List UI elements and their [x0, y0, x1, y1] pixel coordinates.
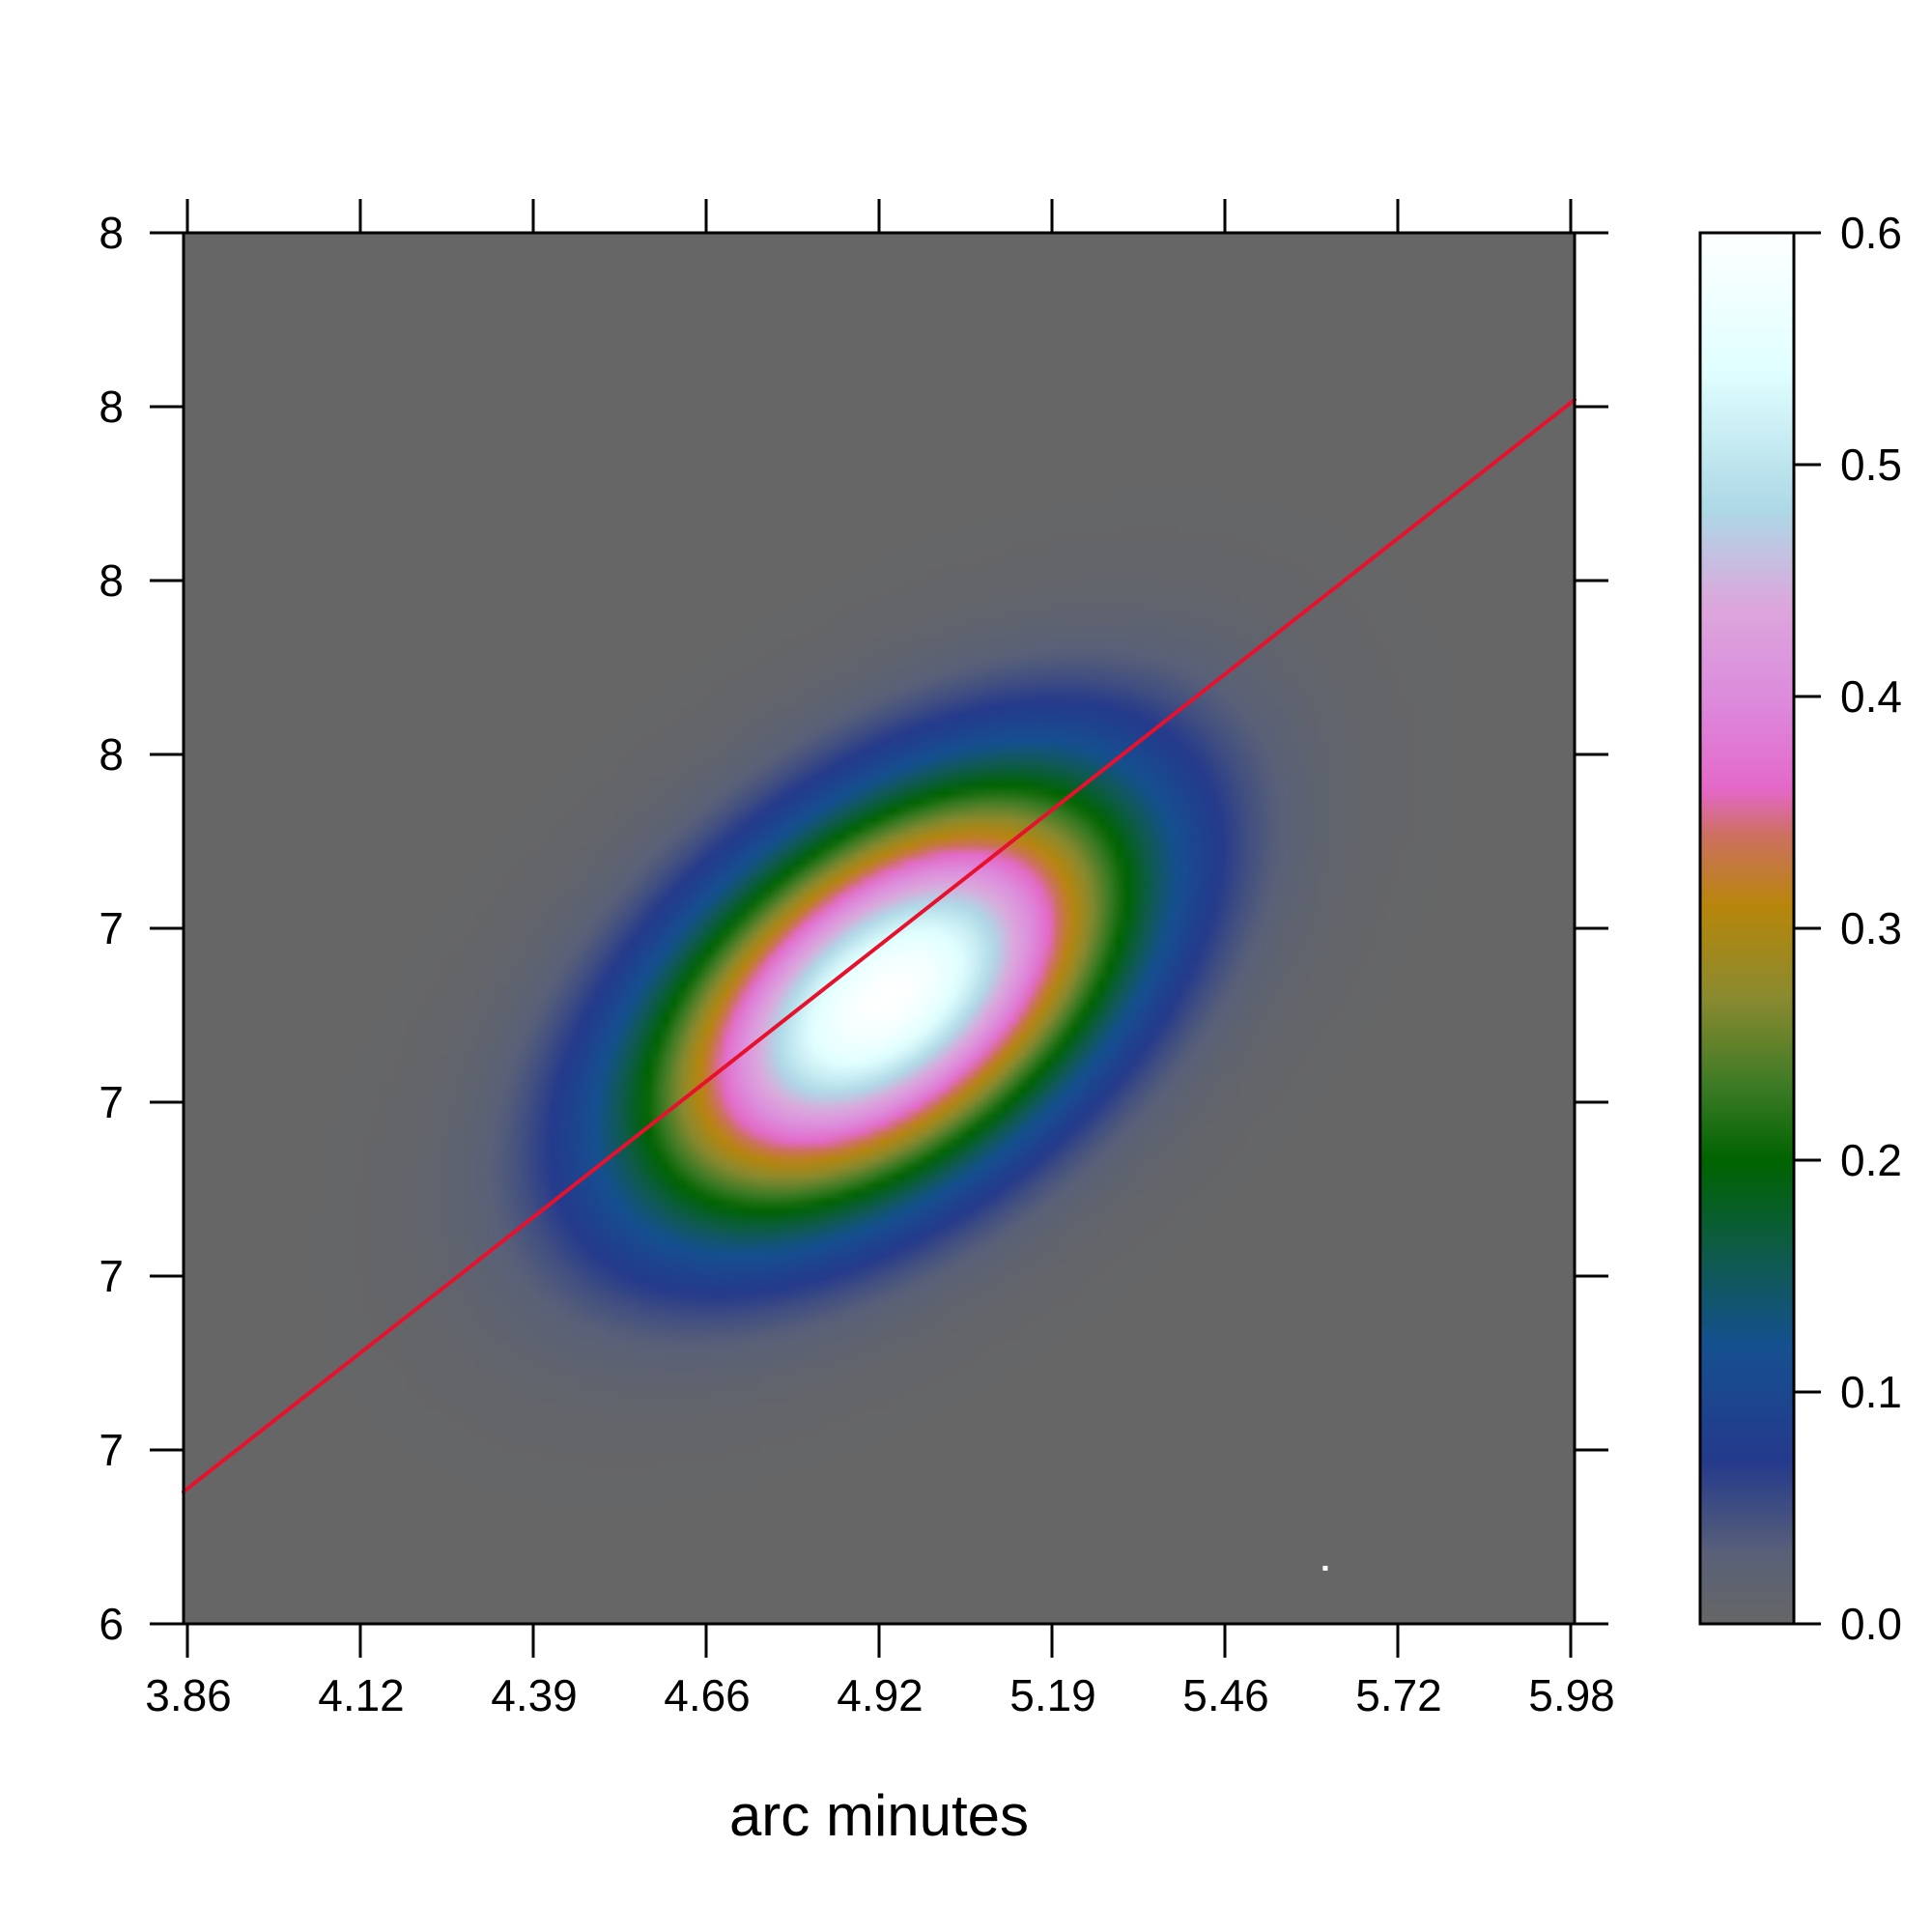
heatmap	[184, 233, 1575, 1624]
colorbar-tick-label: 0.5	[1840, 440, 1902, 490]
y-tick-label: 7	[99, 1251, 124, 1301]
y-tick-label: 8	[99, 729, 124, 780]
y-axis: 6 7 7 7 7 8 8 8 8	[99, 208, 1608, 1649]
heatmap-image	[184, 233, 1575, 1624]
colorbar-tick-label: 0.6	[1840, 208, 1902, 258]
x-axis: 3.86 4.12 4.39 4.66 4.92 5.19 5.46 5.72 5.98	[145, 199, 1615, 1720]
x-tick-label: 4.39	[491, 1670, 578, 1720]
y-tick-label: 7	[99, 1077, 124, 1127]
colorbar-tick-label: 0.1	[1840, 1367, 1902, 1417]
x-tick-label: 4.92	[837, 1670, 923, 1720]
x-tick-label: 5.46	[1182, 1670, 1269, 1720]
colorbar-tick-label: 0.2	[1840, 1135, 1902, 1185]
colorbar-ticks: 0.0 0.1 0.2 0.3 0.4 0.5 0.6	[1794, 208, 1902, 1649]
marker-dot	[1322, 1565, 1328, 1571]
colorbar: 0.0 0.1 0.2 0.3 0.4 0.5 0.6	[1698, 208, 1902, 1649]
y-tick-label: 6	[99, 1599, 124, 1649]
y-tick-label: 7	[99, 903, 124, 953]
colorbar-tick-label: 0.0	[1840, 1599, 1902, 1649]
x-tick-label: 4.12	[318, 1670, 405, 1720]
x-tick-label: 5.72	[1355, 1670, 1442, 1720]
y-tick-label: 8	[99, 382, 124, 432]
x-tick-label: 4.66	[664, 1670, 751, 1720]
x-tick-label: 5.98	[1528, 1670, 1615, 1720]
x-tick-label: 5.19	[1009, 1670, 1096, 1720]
y-tick-label: 8	[99, 208, 124, 258]
x-axis-title: arc minutes	[729, 1783, 1029, 1848]
x-tick-label: 3.86	[145, 1670, 232, 1720]
y-tick-label: 7	[99, 1425, 124, 1475]
colorbar-gradient	[1700, 233, 1794, 1624]
colorbar-tick-label: 0.4	[1840, 671, 1902, 722]
fit-line	[182, 397, 1577, 1494]
colorbar-tick-label: 0.3	[1840, 903, 1902, 953]
y-tick-label: 8	[99, 555, 124, 606]
